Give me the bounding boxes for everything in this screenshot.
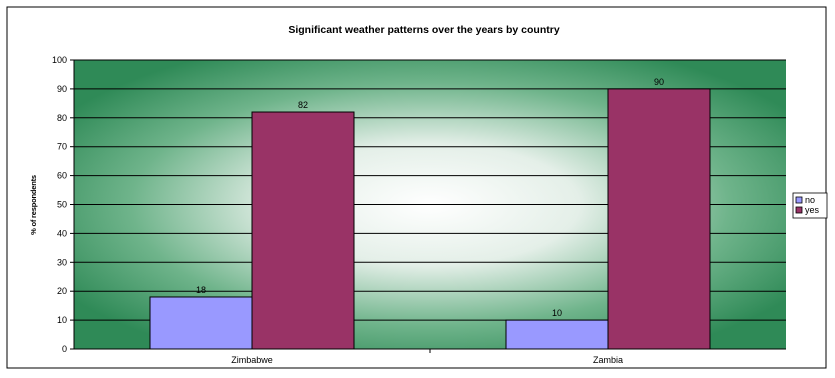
- x-tick-label: Zambia: [593, 355, 623, 365]
- y-tick-label: 20: [57, 286, 67, 296]
- y-tick-label: 60: [57, 171, 67, 181]
- bar-no-zambia: [505, 319, 609, 350]
- y-tick-label: 10: [57, 315, 67, 325]
- data-label: 18: [196, 285, 206, 295]
- y-tick-label: 30: [57, 257, 67, 267]
- bar-no-zimbabwe: [149, 296, 253, 350]
- y-tick-label: 80: [57, 113, 67, 123]
- legend-swatch-yes: [795, 206, 803, 214]
- data-label: 10: [552, 308, 562, 318]
- legend-label-yes: yes: [805, 205, 820, 215]
- chart-title: Significant weather patterns over the ye…: [288, 24, 559, 36]
- legend-swatch-no: [795, 196, 803, 204]
- bar-yes-zambia: [607, 88, 711, 350]
- data-label: 82: [298, 100, 308, 110]
- data-labels: 18 82 10 90: [196, 77, 664, 318]
- y-axis-label: % of respondents: [29, 175, 38, 235]
- x-tick-label: Zimbabwe: [231, 355, 273, 365]
- data-label: 90: [654, 77, 664, 87]
- legend-label-no: no: [805, 195, 815, 205]
- y-tick-label: 50: [57, 200, 67, 210]
- y-tick-label: 100: [52, 55, 67, 65]
- y-tick-label: 40: [57, 228, 67, 238]
- y-tick-label: 90: [57, 84, 67, 94]
- bar-yes-zimbabwe: [251, 111, 355, 350]
- bars: [149, 88, 711, 350]
- y-tick-label: 70: [57, 142, 67, 152]
- y-tick-label: 0: [62, 344, 67, 354]
